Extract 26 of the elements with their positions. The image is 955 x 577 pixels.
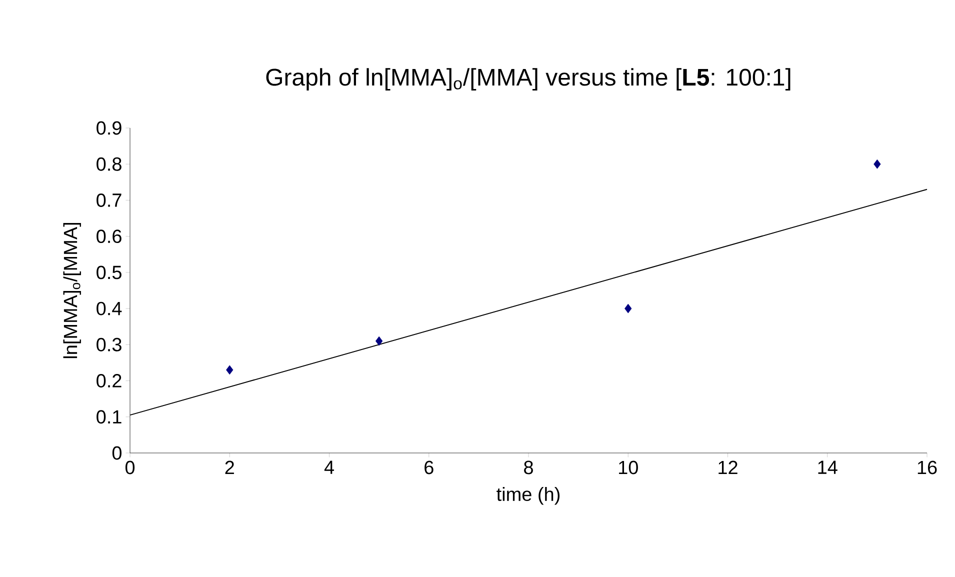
point: [874, 159, 881, 169]
x-tick-label: 8: [524, 460, 533, 474]
x-tick-label: 4: [324, 460, 334, 474]
chart-title: Graph of ln[MMA]$_{o}$/[MMA] versus time [L5: 100:1]: [266, 68, 790, 90]
y-tick-label: 0.3: [96, 338, 122, 352]
point: [226, 365, 234, 375]
x-tick-label: 6: [424, 460, 434, 474]
point: [375, 336, 383, 346]
y-tick-label: 0.2: [96, 374, 122, 388]
y-tick-label: 0.4: [96, 302, 122, 316]
y-tick-label: 0.6: [96, 230, 122, 244]
y-tick-label: 0.7: [96, 193, 122, 207]
x-tick-label: 2: [225, 460, 234, 474]
y-axis-title: ln[MMA]$_{o}$/[MMA]: [63, 222, 81, 358]
y-tick-label: 0: [112, 446, 122, 460]
x-tick-label: 12: [718, 460, 738, 474]
point: [624, 304, 632, 314]
x-tick-label: 14: [818, 460, 838, 474]
y-tick-label: 0.5: [96, 266, 122, 280]
y-tick-label: 0.9: [96, 121, 122, 135]
y-tick-label: 0.8: [96, 157, 122, 171]
x-tick-label: 0: [125, 460, 135, 474]
x-tick-label: 16: [918, 460, 937, 474]
x-tick-label: 10: [619, 460, 638, 474]
x-axis-title: time (h): [496, 487, 560, 505]
y-tick-label: 0.1: [96, 410, 122, 424]
